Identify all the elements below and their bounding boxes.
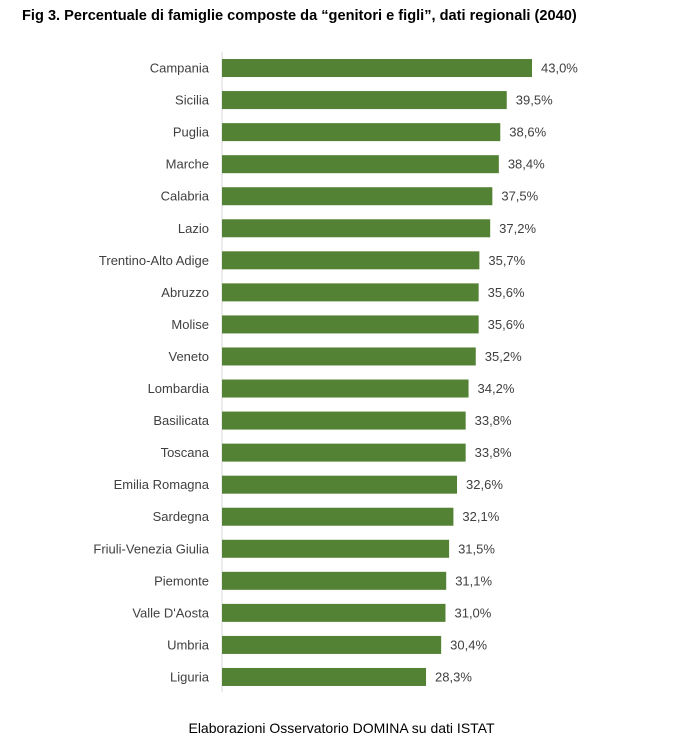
value-label: 38,6% bbox=[509, 125, 546, 140]
bars-layer: Campania 43,0% Sicilia 39,5% Puglia 38,6% Marc… bbox=[93, 59, 578, 686]
bar bbox=[222, 123, 501, 142]
value-label: 38,4% bbox=[508, 157, 545, 172]
category-label: Valle D'Aosta bbox=[132, 605, 209, 620]
category-label: Umbria bbox=[167, 637, 210, 652]
category-label: Veneto bbox=[169, 349, 210, 364]
category-label: Friuli-Venezia Giulia bbox=[93, 541, 209, 556]
category-label: Molise bbox=[171, 317, 209, 332]
value-label: 39,5% bbox=[516, 93, 553, 108]
bar bbox=[222, 91, 507, 110]
category-label: Liguria bbox=[170, 669, 210, 684]
category-label: Abruzzo bbox=[161, 285, 209, 300]
value-label: 28,3% bbox=[435, 669, 472, 684]
bar bbox=[222, 539, 450, 558]
value-label: 31,0% bbox=[454, 605, 491, 620]
value-label: 33,8% bbox=[475, 413, 512, 428]
bar bbox=[222, 667, 427, 686]
value-label: 32,1% bbox=[462, 509, 499, 524]
category-label: Trentino-Alto Adige bbox=[99, 253, 209, 268]
category-label: Puglia bbox=[173, 125, 210, 140]
value-label: 35,6% bbox=[488, 285, 525, 300]
category-label: Lombardia bbox=[148, 381, 210, 396]
category-label: Lazio bbox=[178, 221, 209, 236]
category-label: Toscana bbox=[161, 445, 210, 460]
category-label: Calabria bbox=[161, 189, 210, 204]
bar bbox=[222, 219, 491, 238]
value-label: 43,0% bbox=[541, 61, 578, 76]
bar-chart: Campania 43,0% Sicilia 39,5% Puglia 38,6% Marc… bbox=[93, 52, 578, 692]
value-label: 35,2% bbox=[485, 349, 522, 364]
value-label: 33,8% bbox=[475, 445, 512, 460]
value-label: 35,7% bbox=[488, 253, 525, 268]
bar bbox=[222, 443, 466, 462]
bar bbox=[222, 475, 458, 494]
category-label: Piemonte bbox=[154, 573, 209, 588]
bar bbox=[222, 155, 499, 174]
source-note: Elaborazioni Osservatorio DOMINA su dati… bbox=[188, 720, 495, 736]
bar bbox=[222, 251, 480, 270]
bar bbox=[222, 635, 442, 654]
chart-title: Fig 3. Percentuale di famiglie composte … bbox=[22, 8, 577, 24]
bar bbox=[222, 283, 479, 302]
value-label: 37,5% bbox=[501, 189, 538, 204]
value-label: 35,6% bbox=[488, 317, 525, 332]
category-label: Marche bbox=[166, 157, 209, 172]
bar bbox=[222, 379, 469, 398]
category-label: Sardegna bbox=[153, 509, 210, 524]
value-label: 37,2% bbox=[499, 221, 536, 236]
bar bbox=[222, 59, 532, 78]
category-label: Basilicata bbox=[153, 413, 209, 428]
bar bbox=[222, 347, 476, 366]
bar bbox=[222, 571, 447, 590]
bar bbox=[222, 603, 446, 622]
bar bbox=[222, 187, 493, 206]
bar bbox=[222, 507, 454, 526]
bar bbox=[222, 315, 479, 334]
value-label: 34,2% bbox=[478, 381, 515, 396]
category-label: Campania bbox=[150, 61, 210, 76]
value-label: 32,6% bbox=[466, 477, 503, 492]
value-label: 31,1% bbox=[455, 573, 492, 588]
value-label: 31,5% bbox=[458, 541, 495, 556]
bar bbox=[222, 411, 466, 430]
category-label: Sicilia bbox=[175, 93, 210, 108]
category-label: Emilia Romagna bbox=[114, 477, 210, 492]
value-label: 30,4% bbox=[450, 637, 487, 652]
